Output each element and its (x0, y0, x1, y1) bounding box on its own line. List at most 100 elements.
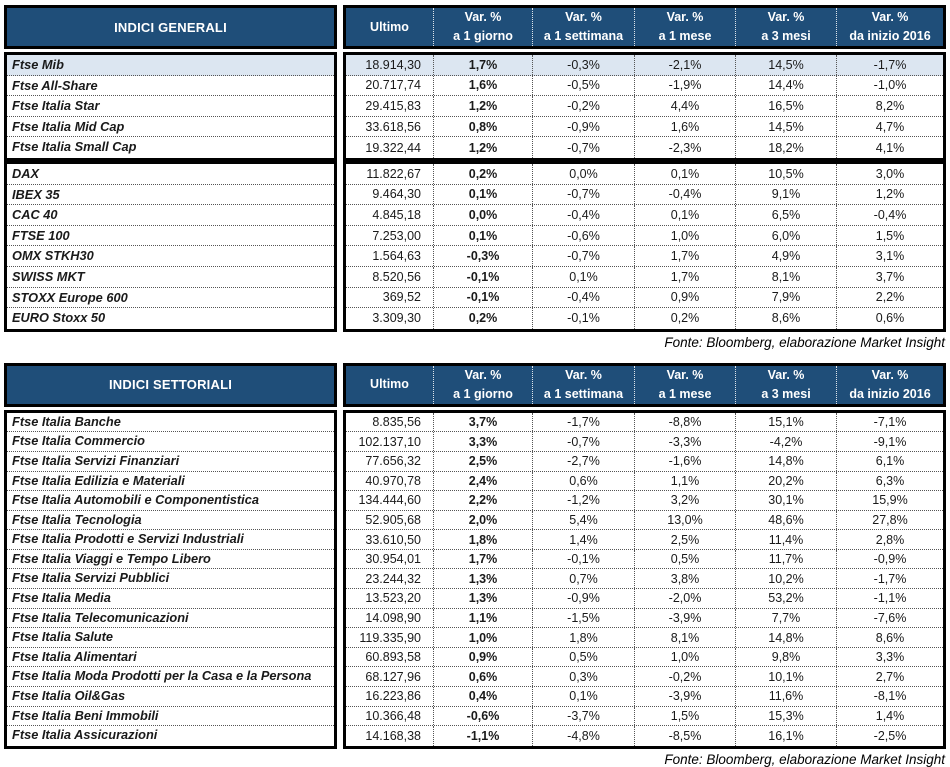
row-label: EURO Stoxx 50 (12, 310, 106, 326)
column-header: Var. % a 1 mese (634, 8, 735, 46)
cell-var: 15,1% (735, 412, 836, 432)
cell-var: -0,3% (433, 246, 532, 266)
cell-ultimo: 68.127,96 (365, 669, 421, 684)
cell-var: 6,3% (836, 471, 943, 491)
column-header-line2: da inizio 2016 (849, 29, 931, 43)
cell-var: 18,2% (735, 137, 836, 158)
table-row: 1.564,63 -0,3% -0,7% 1,7% 4,9% 3,1% (346, 246, 943, 267)
cell-var: 8,6% (836, 628, 943, 647)
column-header-line2: a 1 giorno (453, 386, 513, 401)
cell-ultimo: 4.845,18 (372, 207, 421, 222)
cell-var: -0,7% (532, 184, 634, 205)
cell-var: 3,1% (836, 246, 943, 266)
cell-var: 15,3% (735, 706, 836, 726)
table-row: 23.244,32 1,3% 0,7% 3,8% 10,2% -1,7% (346, 569, 943, 590)
cell-ultimo: 7.253,00 (372, 228, 421, 243)
label-column-box: Ftse Italia Banche Ftse Italia Commercio F… (4, 409, 337, 749)
cell-var: 27,8% (836, 510, 943, 530)
cell-var: 4,4% (634, 96, 735, 116)
row-label: Ftse Italia Star (7, 96, 334, 117)
table-row: 20.717,74 1,6% -0,5% -1,9% 14,4% -1,0% (346, 75, 943, 97)
cell-var: 0,1% (532, 687, 634, 706)
cell-var: 0,2% (433, 163, 532, 184)
cell-var: -2,3% (634, 137, 735, 158)
cell-var: 1,0% (433, 628, 532, 647)
cell-var: 1,6% (634, 116, 735, 137)
cell-var: 10,1% (735, 667, 836, 687)
table-row: 8.520,56 -0,1% 0,1% 1,7% 8,1% 3,7% (346, 266, 943, 288)
column-header-line1: Ultimo (370, 19, 409, 34)
cell-ultimo: 33.610,50 (365, 532, 421, 547)
cell-ultimo: 19.322,44 (365, 140, 421, 155)
row-label: Ftse Italia Tecnologia (7, 511, 334, 531)
row-label: Ftse Italia Servizi Finanziari (7, 452, 334, 472)
table-row: 33.610,50 1,8% 1,4% 2,5% 11,4% 2,8% (346, 530, 943, 550)
row-group: Ftse Mib Ftse All-Share Ftse Italia Star Ft… (4, 52, 946, 161)
cell-var: -0,1% (433, 266, 532, 287)
column-header: Var. % a 1 settimana (532, 365, 634, 404)
cell-var: 1,4% (836, 706, 943, 726)
table-row: 16.223,86 0,4% 0,1% -3,9% 11,6% -8,1% (346, 687, 943, 707)
cell-ultimo: 52.905,68 (365, 512, 421, 527)
column-header-line1: Var. % (871, 367, 909, 382)
cell-var: -0,4% (836, 205, 943, 225)
column-header-line1: Var. % (464, 367, 502, 382)
cell-var: 0,0% (433, 205, 532, 225)
cell-ultimo: 8.835,56 (372, 415, 421, 430)
column-header-line1: Var. % (464, 10, 502, 25)
cell-ultimo: 134.444,60 (358, 493, 421, 508)
cell-var: 7,9% (735, 287, 836, 308)
cell-ultimo: 16.223,86 (365, 689, 421, 704)
cell-var: 0,1% (433, 184, 532, 205)
cell-ultimo: 8.520,56 (372, 269, 421, 284)
cell-var: -0,6% (433, 706, 532, 726)
row-label: Ftse Italia Oil&Gas (7, 687, 334, 707)
column-header: Var. % da inizio 2016 (836, 8, 943, 46)
cell-var: -2,0% (634, 589, 735, 608)
cell-var: 0,7% (532, 569, 634, 589)
table-header-row: INDICI SETTORIALI Ultimo Var. % a 1 giorno… (4, 362, 946, 407)
column-header-line1: Var. % (565, 367, 602, 382)
cell-var: -1,6% (634, 451, 735, 471)
cell-var: -1,7% (836, 55, 943, 75)
cell-var: -0,9% (836, 549, 943, 569)
cell-var: 1,1% (634, 471, 735, 491)
cell-var: 3,2% (634, 491, 735, 510)
cell-var: 1,1% (433, 608, 532, 628)
table-indici-settoriali: INDICI SETTORIALI Ultimo Var. % a 1 giorno… (4, 362, 946, 767)
table-row: 134.444,60 2,2% -1,2% 3,2% 30,1% 15,9% (346, 491, 943, 511)
cell-var: -1,7% (532, 412, 634, 432)
row-label: Ftse Italia Moda Prodotti per la Casa e … (7, 667, 334, 688)
cell-var: 0,6% (433, 667, 532, 687)
column-header: Var. % da inizio 2016 (836, 365, 943, 404)
cell-var: 30,1% (735, 491, 836, 510)
column-header-line2: a 3 mesi (761, 386, 811, 401)
cell-var: 0,1% (634, 163, 735, 184)
cell-var: -2,1% (634, 55, 735, 75)
cell-var: -0,4% (634, 184, 735, 205)
cell-var: 10,2% (735, 569, 836, 589)
cell-var: 0,2% (634, 308, 735, 329)
cell-var: -1,1% (836, 589, 943, 608)
cell-var: -0,7% (532, 246, 634, 266)
table-row: 77.656,32 2,5% -2,7% -1,6% 14,8% 6,1% (346, 451, 943, 472)
cell-ultimo: 369,52 (382, 290, 421, 305)
cell-var: 0,2% (433, 308, 532, 329)
table-row: 29.415,83 1,2% -0,2% 4,4% 16,5% 8,2% (346, 96, 943, 117)
cell-var: 9,1% (735, 184, 836, 205)
cell-ultimo: 14.168,38 (365, 729, 421, 744)
cell-var: 2,8% (836, 530, 943, 549)
label-column-box: DAX IBEX 35 CAC 40 FTSE 100 OMX STKH30 SWISS … (4, 160, 337, 332)
cell-var: 0,9% (634, 287, 735, 308)
table-body: Ftse Mib Ftse All-Share Ftse Italia Star Ft… (4, 52, 946, 332)
cell-var: 1,7% (433, 55, 532, 75)
cell-var: -1,0% (836, 75, 943, 96)
column-header-line2: da inizio 2016 (849, 386, 931, 401)
cell-var: 2,2% (433, 491, 532, 510)
cell-var: 53,2% (735, 589, 836, 608)
cell-var: 3,3% (433, 432, 532, 451)
column-header-line2: a 1 settimana (543, 386, 624, 401)
table-header-row: INDICI GENERALI Ultimo Var. % a 1 giorno Va… (4, 5, 946, 49)
cell-var: 2,4% (433, 471, 532, 491)
